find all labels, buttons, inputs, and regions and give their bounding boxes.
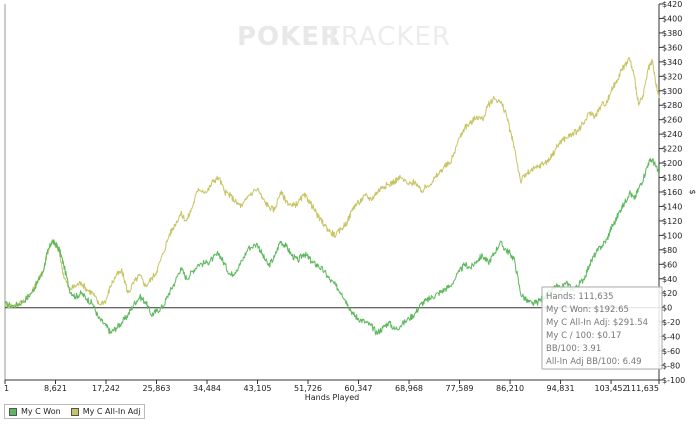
- tooltip-won: My C Won: $192.65: [546, 305, 629, 315]
- y-tick-label: $0: [662, 304, 672, 313]
- y-axis-ticks: $-100 $-80 $-60 $-40 $-20 $0 $20 $40 $60 $80 $100 $…: [659, 0, 685, 385]
- series-line-my-c-all-in-adj: [4, 56, 660, 309]
- series-layer: [4, 56, 660, 336]
- legend-label-my-c-won: My C Won: [21, 407, 61, 416]
- y-tick-label: $160: [662, 188, 682, 197]
- watermark-poker-text: POKER: [237, 22, 341, 52]
- x-tick-label: 25,863: [143, 384, 171, 393]
- y-tick-label: $360: [662, 43, 682, 52]
- y-tick-label: $380: [662, 29, 682, 38]
- y-tick-label: $180: [662, 174, 682, 183]
- y-tick-label: $280: [662, 101, 682, 110]
- x-axis-ticks: 1 8,621 17,242 25,863 34,484 43,105 51,726 60,3…: [4, 380, 660, 393]
- y-tick-label: $20: [662, 289, 677, 298]
- y-tick-label: $260: [662, 116, 682, 125]
- watermark-tracker-text: TRACKER: [323, 22, 451, 52]
- y-tick-label: $400: [662, 14, 682, 23]
- y-tick-label: $100: [662, 231, 682, 240]
- tooltip-allin-adj: My C All-In Adj: $291.54: [546, 318, 648, 328]
- y-tick-label: $240: [662, 130, 682, 139]
- y-tick-label: $120: [662, 217, 682, 226]
- stats-tooltip: Hands: 111,635 My C Won: $192.65 My C Al…: [541, 286, 663, 370]
- legend-swatch-my-c-won: [9, 407, 17, 416]
- y-tick-label: $300: [662, 87, 682, 96]
- chart-legend: My C Won My C All-In Adj: [4, 404, 146, 419]
- x-tick-label: 51,726: [294, 384, 322, 393]
- tooltip-per-100: My C / 100: $0.17: [546, 331, 621, 341]
- y-tick-label: $-80: [662, 362, 680, 371]
- x-tick-label: 68,968: [395, 384, 423, 393]
- x-tick-label: 77,589: [446, 384, 474, 393]
- pokertracker-watermark: POKER TRACKER: [237, 22, 451, 52]
- x-axis-title: Hands Played: [305, 393, 359, 402]
- tooltip-allin-bb-100: All-In Adj BB/100: 6.49: [546, 357, 642, 367]
- y-tick-label: $320: [662, 72, 682, 81]
- y-tick-label: $60: [662, 260, 677, 269]
- y-tick-label: $-60: [662, 347, 680, 356]
- y-tick-label: $-40: [662, 333, 680, 342]
- y-tick-label: $420: [662, 0, 682, 9]
- x-tick-label: 8,621: [44, 384, 67, 393]
- x-tick-label: 34,484: [193, 384, 221, 393]
- x-tick-label: 103,452: [595, 384, 628, 393]
- y-tick-label: $-20: [662, 318, 680, 327]
- legend-item-my-c-won[interactable]: My C Won: [9, 407, 61, 416]
- tooltip-box: [541, 286, 663, 370]
- x-tick-label: 17,242: [92, 384, 120, 393]
- tooltip-hands: Hands: 111,635: [546, 292, 614, 302]
- y-tick-label: $140: [662, 202, 682, 211]
- y-tick-label: $340: [662, 58, 682, 67]
- x-tick-label: 1: [4, 384, 9, 393]
- x-tick-label: 43,105: [244, 384, 272, 393]
- y-tick-label: $80: [662, 246, 677, 255]
- y-tick-label: $-100: [662, 376, 685, 385]
- legend-swatch-my-c-all-in-adj: [70, 407, 79, 416]
- y-tick-label: $220: [662, 145, 682, 154]
- tooltip-bb-100: BB/100: 3.91: [546, 344, 601, 354]
- x-tick-label: 111,635: [626, 384, 659, 393]
- x-tick-label: 86,210: [496, 384, 524, 393]
- series-line-my-c-won: [4, 157, 660, 336]
- y-axis-title: $: [688, 189, 697, 194]
- x-tick-label: 94,831: [547, 384, 575, 393]
- y-tick-label: $200: [662, 159, 682, 168]
- y-tick-label: $40: [662, 275, 677, 284]
- legend-label-my-c-all-in-adj: My C All-In Adj: [82, 407, 141, 416]
- legend-item-my-c-all-in-adj[interactable]: My C All-In Adj: [70, 407, 141, 416]
- x-tick-label: 60,347: [345, 384, 373, 393]
